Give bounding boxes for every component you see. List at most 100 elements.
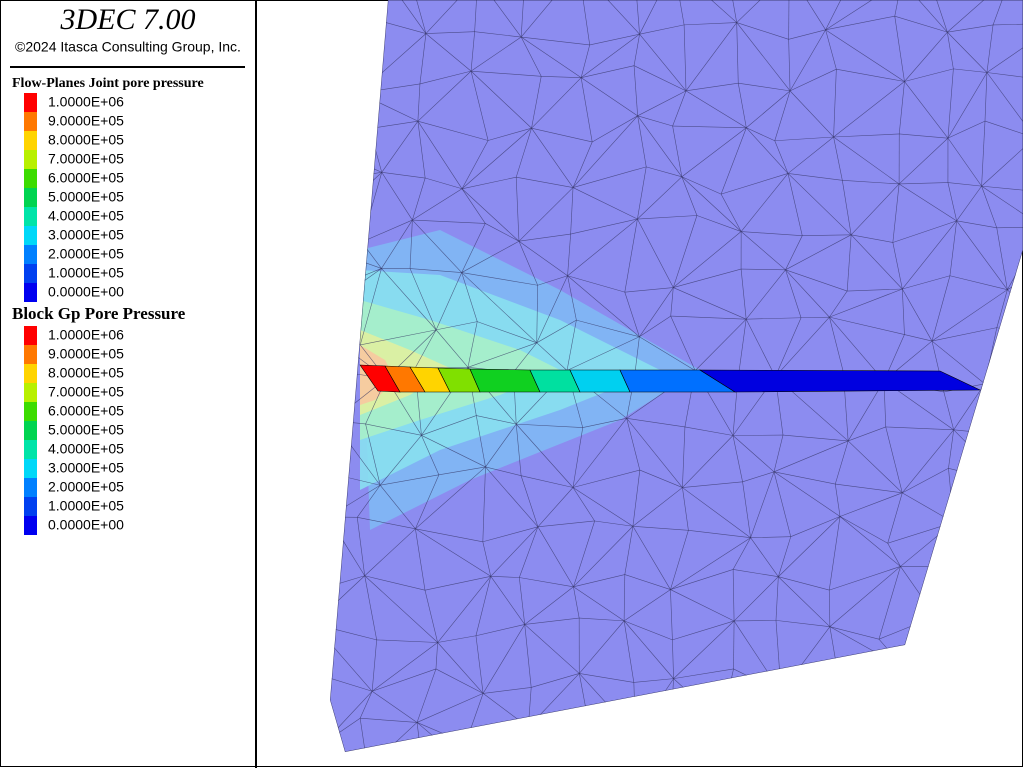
mesh-edge — [518, 233, 571, 242]
mesh-edge — [672, 639, 674, 679]
mesh-edge — [885, 426, 954, 431]
mesh-edge — [417, 121, 463, 189]
joint-strip — [359, 364, 981, 393]
mesh-edge — [461, 176, 517, 190]
mesh-edge — [531, 127, 593, 143]
mesh-edge — [773, 435, 784, 472]
legend-label: 6.0000E+05 — [48, 170, 124, 186]
mesh-edge — [740, 231, 786, 271]
mesh-edge — [672, 90, 687, 127]
mesh-edge — [470, 70, 532, 129]
mesh-edge — [825, 0, 855, 30]
mesh-edge — [589, 33, 640, 46]
mesh-edge — [470, 36, 522, 72]
mesh-edge — [425, 177, 463, 190]
mesh-edge — [801, 316, 830, 319]
mesh-edge — [624, 292, 640, 337]
mesh-edge — [536, 285, 538, 343]
mesh-edge — [359, 718, 368, 752]
mesh-edge — [520, 0, 579, 38]
mesh-edge — [670, 537, 751, 590]
legend-swatch — [24, 264, 37, 283]
mesh-edge — [672, 620, 735, 641]
mesh-edge — [684, 22, 737, 26]
mesh-edge — [513, 342, 537, 373]
mesh-edge — [785, 269, 848, 292]
legend-swatch — [24, 421, 37, 440]
mesh-edge — [670, 530, 689, 590]
mesh-edge — [570, 187, 574, 235]
mesh-edge — [740, 269, 747, 320]
mesh-edge — [637, 115, 673, 127]
mesh-edge — [330, 575, 365, 590]
mesh-edge — [947, 31, 988, 73]
mesh-edge — [682, 481, 743, 488]
mesh-edge — [520, 475, 539, 527]
mesh-edge — [833, 81, 905, 138]
mesh-edge — [694, 318, 747, 371]
mesh-edge — [878, 566, 901, 640]
mesh-edge — [425, 0, 478, 34]
mesh-edge — [572, 141, 593, 188]
mesh-edge — [488, 127, 532, 141]
mesh-edge — [570, 218, 638, 235]
mesh-edge — [476, 415, 517, 425]
mesh-edge — [409, 220, 413, 269]
mesh-edge — [839, 516, 888, 544]
mesh-edge — [573, 586, 625, 622]
mesh-edge — [902, 220, 957, 290]
mesh-edge — [673, 287, 747, 320]
mesh-edge — [670, 569, 734, 590]
mesh-edge — [623, 574, 626, 621]
mesh-edge — [732, 435, 743, 482]
mesh-edge — [947, 182, 982, 187]
mesh-edge — [421, 435, 440, 475]
mesh-edge — [902, 288, 933, 342]
mesh-edge — [828, 590, 831, 627]
mesh-edge — [1007, 226, 1023, 290]
mesh-edge — [461, 140, 489, 189]
mesh-edge — [848, 426, 886, 442]
mesh-edge — [745, 319, 776, 377]
mesh-edge — [437, 576, 491, 643]
mesh-edge — [825, 29, 837, 70]
legend-swatch — [24, 169, 37, 188]
mesh-edge — [732, 435, 775, 473]
mesh-edge — [899, 182, 948, 185]
legend-swatch — [24, 383, 37, 402]
mesh-edge — [996, 226, 1023, 229]
mesh-edge — [360, 717, 418, 723]
mesh-edge — [633, 34, 640, 66]
mesh-edge — [682, 426, 686, 488]
mesh-edge — [996, 227, 1008, 290]
copyright: ©2024 Itasca Consulting Group, Inc. — [15, 39, 241, 55]
mesh-edge — [639, 33, 687, 92]
mesh-edge — [773, 440, 849, 473]
mesh-edge — [381, 120, 419, 173]
mesh-edge — [829, 290, 848, 318]
mesh-edge — [470, 31, 475, 72]
mesh-edge — [485, 466, 522, 477]
mesh-edge — [775, 316, 830, 377]
mesh-edge — [842, 180, 900, 185]
mesh-edge — [947, 24, 994, 33]
mesh-edge — [887, 492, 903, 544]
mesh-edge — [531, 127, 574, 188]
mesh-edge — [892, 220, 957, 243]
mesh-edge — [899, 133, 948, 139]
mesh-edge — [537, 487, 574, 527]
mesh-edge — [785, 269, 830, 318]
mesh-edge — [688, 529, 751, 539]
mesh-edge — [733, 620, 735, 669]
mesh-edge — [573, 526, 634, 587]
mesh-edge — [833, 133, 900, 138]
mesh-edge — [646, 166, 682, 178]
legend-label: 1.0000E+05 — [48, 498, 124, 514]
mesh-edge — [947, 32, 954, 69]
mesh-edge — [785, 234, 852, 271]
legend-label: 5.0000E+05 — [48, 189, 124, 205]
mesh-edge — [572, 187, 638, 220]
legend-swatch — [24, 459, 37, 478]
mesh-edge — [482, 541, 492, 577]
legend-swatch — [24, 364, 37, 383]
